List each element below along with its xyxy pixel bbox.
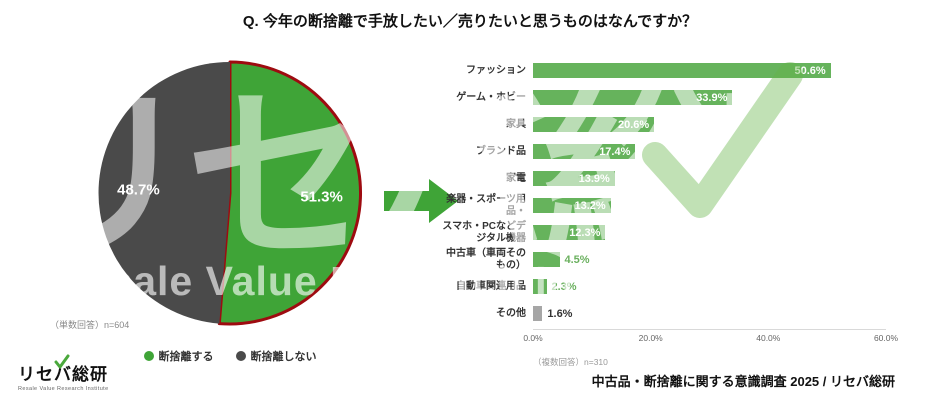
pie-slice <box>98 61 230 324</box>
bar-row: 楽器・スポーツ用品・ 13.2% <box>437 192 897 219</box>
survey-credit: 中古品・断捨離に関する意識調査 2025 / リセバ総研 <box>591 374 895 389</box>
x-axis-tick-label: 0.0% <box>523 333 543 343</box>
bar-row: 自動車関連用品 2.3% <box>437 273 897 300</box>
bar-track: 12.3% <box>533 225 886 240</box>
bar-track: 20.6% <box>533 117 886 132</box>
bar-fill: 20.6% <box>533 117 655 132</box>
pie-value-label: 48.7% <box>117 181 160 198</box>
bar-row: 家電 13.9% <box>437 165 897 192</box>
bar-category-label: スマホ・PCなどデジタル機器 <box>442 221 526 244</box>
bar-track: 2.3% <box>533 279 886 294</box>
bar-value-label: 4.5% <box>564 253 590 266</box>
logo-en-text: Resale Value Research Institute <box>18 386 109 392</box>
bar-sample-note: （複数回答）n=310 <box>533 357 608 367</box>
brand-logo: リセバ総研 Resale Value Research Institute <box>18 354 109 392</box>
bar-category-label: ファッション <box>466 64 526 76</box>
bar-fill <box>533 252 560 267</box>
pie-slice <box>217 60 363 326</box>
bar-value-label: 50.6% <box>794 64 826 77</box>
right-arrow-icon <box>384 179 458 223</box>
bar-fill: 13.2% <box>533 198 611 213</box>
x-axis-tick-label: 60.0% <box>873 333 899 343</box>
bar-fill <box>533 279 547 294</box>
bar-track: 50.6% <box>533 63 886 78</box>
bar-category-label: 自動車関連用品 <box>456 280 526 292</box>
bar-value-label: 1.6% <box>547 307 573 320</box>
bar-value-label: 13.2% <box>574 199 606 212</box>
bar-fill: 50.6% <box>533 63 831 78</box>
bar-value-label: 20.6% <box>617 118 650 131</box>
bar-value-label: 17.4% <box>599 145 631 158</box>
bar-fill <box>533 306 543 321</box>
bar-category-label: ゲーム・ホビー <box>456 91 526 103</box>
bar-track: 13.9% <box>533 171 886 186</box>
bar-category-label: 家電 <box>506 172 526 184</box>
legend-item-declutter: 断捨離する <box>143 348 214 364</box>
bar-category-label: 楽器・スポーツ用品・ <box>446 194 526 217</box>
legend-dot-green-icon <box>143 351 154 361</box>
bar-row: ゲーム・ホビー 33.9% <box>437 84 897 111</box>
page-title: Q. 今年の断捨離で手放したい／売りたいと思うものはなんですか？ <box>242 13 698 30</box>
legend-label: 断捨離しない <box>250 351 317 363</box>
bar-fill: 17.4% <box>533 144 636 159</box>
pie-legend: 断捨離する 断捨離しない <box>85 348 375 364</box>
bar-row: スマホ・PCなどデジタル機器 12.3% <box>437 219 897 246</box>
x-axis: 0.0% 20.0% 40.0% 60.0% <box>523 329 898 346</box>
bar-value-label: 12.3% <box>569 226 601 239</box>
pie-sample-note: （単数回答）n=604 <box>50 320 130 330</box>
bar-chart: ファッション 50.6% ゲーム・ホビー 33.9% 家具 20.6% ブランド品 17.4%… <box>437 57 898 368</box>
bar-track: 4.5% <box>533 252 886 267</box>
bar-row: ファッション 50.6% <box>437 57 897 84</box>
bar-category-label: 中古車（車両そのもの） <box>446 248 526 271</box>
bar-track: 1.6% <box>533 306 886 321</box>
bar-fill: 13.9% <box>533 171 615 186</box>
bar-value-label: 13.9% <box>578 172 610 185</box>
logo-jp-text: リセバ総研 <box>18 365 108 384</box>
legend-item-no-declutter: 断捨離しない <box>235 348 317 364</box>
bar-category-label: その他 <box>496 307 526 319</box>
legend-dot-gray-icon <box>235 351 246 361</box>
bar-row: ブランド品 17.4% <box>437 138 897 165</box>
pie-chart: 51.3% 48.7% <box>98 60 363 326</box>
bar-row: 中古車（車両そのもの） 4.5% <box>437 246 897 273</box>
bar-category-label: ブランド品 <box>476 145 526 157</box>
bar-track: 13.2% <box>533 198 886 213</box>
bar-category-label: 家具 <box>506 118 526 130</box>
x-axis-tick-label: 40.0% <box>756 333 781 343</box>
legend-label: 断捨離する <box>158 351 214 363</box>
bar-row: その他 1.6% <box>437 300 897 327</box>
logo-check-icon <box>54 354 70 369</box>
bar-fill: 12.3% <box>533 225 606 240</box>
bar-value-label: 2.3% <box>551 280 577 293</box>
bar-track: 33.9% <box>533 90 886 105</box>
x-axis-tick-label: 20.0% <box>638 333 663 343</box>
bar-row: 家具 20.6% <box>437 111 897 138</box>
bar-value-label: 33.9% <box>696 91 728 104</box>
bar-track: 17.4% <box>533 144 886 159</box>
pie-value-label: 51.3% <box>300 189 343 206</box>
bar-fill: 33.9% <box>533 90 733 105</box>
bar-rows: ファッション 50.6% ゲーム・ホビー 33.9% 家具 20.6% ブランド品 17.4%… <box>437 57 897 327</box>
